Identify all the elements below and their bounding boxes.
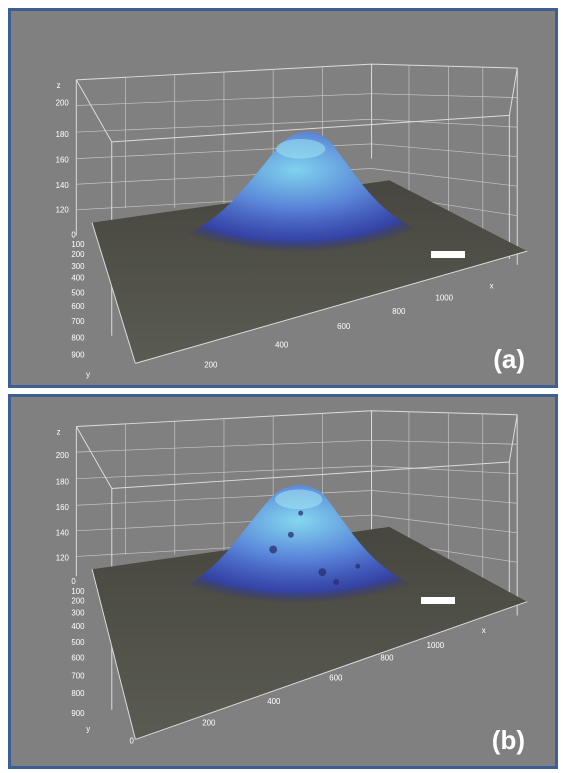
floor-edges	[91, 222, 528, 364]
x-tick: 0	[129, 736, 134, 745]
y-tick: 400	[71, 622, 85, 631]
z-tick: 160	[56, 156, 70, 165]
z-tick: 180	[56, 478, 70, 487]
y-tick: 600	[71, 302, 85, 311]
y-tick: 300	[71, 608, 85, 617]
surface-defects	[269, 510, 361, 585]
floor-edges	[91, 569, 528, 740]
y-axis-label: y	[86, 725, 90, 734]
y-tick: 800	[71, 334, 85, 343]
y-tick: 700	[71, 671, 85, 680]
y-tick: 800	[71, 689, 85, 698]
z-tick: 120	[56, 206, 70, 215]
y-tick: 200	[71, 250, 85, 259]
z-axis-label: z	[57, 81, 61, 90]
z-axis-label: z	[57, 427, 61, 436]
x-axis-label: x	[490, 282, 494, 291]
surface-peak	[162, 485, 434, 613]
scale-bar	[431, 251, 465, 258]
x-tick: 200	[204, 360, 218, 369]
y-tick: 300	[71, 262, 85, 271]
y-tick: 100	[71, 240, 85, 249]
y-tick: 500	[71, 288, 85, 297]
surface-peak	[162, 131, 429, 259]
panel-label-b: (b)	[491, 725, 525, 755]
z-tick: 140	[56, 529, 70, 538]
scale-bar	[421, 597, 455, 604]
y-tick: 400	[71, 274, 85, 283]
z-tick: 200	[56, 451, 70, 460]
y-tick: 0	[71, 230, 76, 239]
surface-plot-b: z 200 180 160 140 120 0 100 200 300 400 …	[56, 410, 528, 745]
y-axis-label: y	[86, 370, 90, 379]
y-tick: 100	[71, 587, 85, 596]
x-tick: 600	[329, 673, 343, 682]
y-tick: 900	[71, 350, 85, 359]
y-tick: 200	[71, 597, 85, 606]
y-tick: 500	[71, 638, 85, 647]
panel-a: z 200 180 160 140 120 0 100 200 300 400 …	[8, 8, 558, 388]
z-tick: 140	[56, 181, 70, 190]
surface-plot-a: z 200 180 160 140 120 0 100 200 300 400 …	[56, 63, 528, 379]
x-tick: 800	[392, 307, 406, 316]
panel-b: z 200 180 160 140 120 0 100 200 300 400 …	[8, 394, 558, 769]
x-tick: 200	[202, 719, 216, 728]
x-tick: 400	[267, 697, 281, 706]
y-tick: 0	[71, 577, 76, 586]
z-tick: 200	[56, 98, 70, 107]
x-tick: 800	[380, 654, 394, 663]
floor-plane	[92, 180, 528, 364]
x-axis-label: x	[482, 626, 486, 635]
x-tick: 600	[337, 322, 351, 331]
y-tick: 900	[71, 709, 85, 718]
y-tick: 600	[71, 654, 85, 663]
z-tick: 160	[56, 503, 70, 512]
x-tick: 1000	[436, 293, 454, 302]
x-tick: 1000	[427, 641, 445, 650]
z-tick: 120	[56, 553, 70, 562]
z-tick: 180	[56, 130, 70, 139]
panel-label-a: (a)	[493, 344, 525, 374]
y-tick: 700	[71, 317, 85, 326]
x-tick: 400	[275, 341, 289, 350]
